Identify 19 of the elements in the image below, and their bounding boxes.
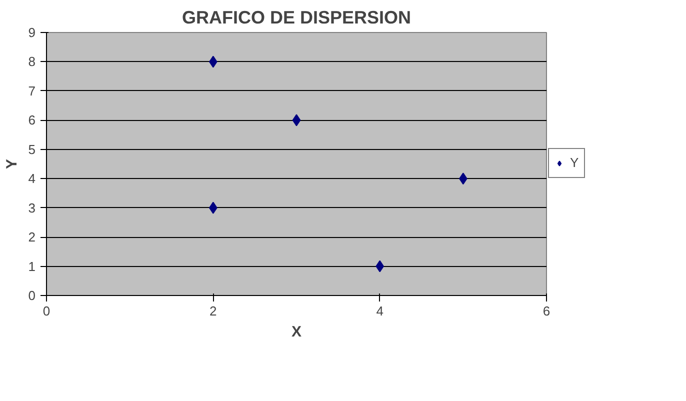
x-tick-label: 6	[542, 304, 550, 318]
x-axis-title: X	[292, 324, 302, 340]
y-tick-label: 9	[28, 25, 36, 40]
y-tick-label: 6	[28, 112, 36, 128]
x-tick-label: 4	[376, 304, 384, 318]
y-tick-label: 7	[28, 83, 36, 98]
y-tick-label: 3	[28, 200, 36, 216]
y-tick-label: 1	[28, 258, 36, 274]
y-tick-label: 8	[28, 54, 36, 70]
y-tick-label: 0	[28, 288, 36, 303]
x-tick-label: 2	[210, 304, 217, 318]
x-tick-label: 0	[42, 304, 50, 318]
chart-title: GRAFICO DE DISPERSION	[182, 8, 412, 28]
y-tick-label: 5	[28, 142, 36, 157]
legend-label: Y	[570, 155, 580, 170]
y-axis-title: Y	[3, 158, 20, 169]
y-tick-label: 4	[28, 171, 36, 186]
point	[292, 114, 301, 126]
y-tick-label: 2	[28, 230, 36, 245]
